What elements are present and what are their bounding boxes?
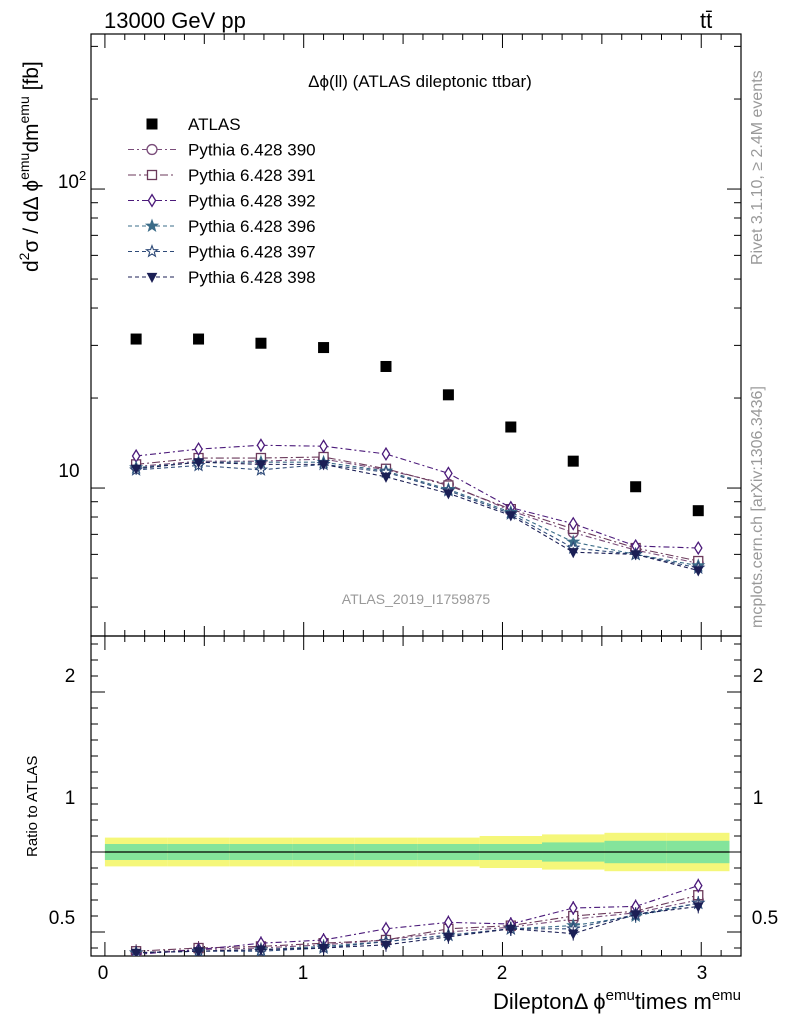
legend-marker-series-3 [147,193,157,208]
legend-marker-series-2 [146,169,158,181]
main-point-series-3 [693,540,703,556]
main-series-group [129,333,706,577]
ratio-point-series-6 [380,940,392,951]
ratio-panel-frame [90,635,742,957]
atlas-data-point [692,505,704,517]
ratio-line-series-1 [136,899,699,954]
main-line-series-2 [136,456,699,562]
ratio-line-series-2 [136,894,699,952]
main-point-series-6 [630,550,641,561]
legend-label-atlas: ATLAS [188,115,241,134]
main-point-series-6 [130,464,142,475]
main-point-series-3 [381,446,391,462]
ratio-point-series-6 [130,948,142,956]
main-line-series-5 [136,463,699,569]
main-line-series-6 [136,461,699,572]
main-y-axis-label: d2σ / dΔ ϕemudmemu [fb] [16,61,43,272]
ratio-point-series-6 [505,924,517,935]
atlas-data-point [255,337,267,349]
chart-title: Δϕ(ll) (ATLAS dileptonic ttbar) [308,72,532,91]
main-point-series-6 [692,566,704,577]
main-point-series-3 [256,438,266,453]
ratio-series-group [129,878,706,956]
mcplots-note: mcplots.cern.ch [arXiv:1306.3436] [749,386,766,628]
atlas-data-point [505,421,517,433]
main-line-series-3 [136,444,699,549]
ratio-point-series-6 [318,943,329,955]
atlas-data-point [630,481,642,493]
ratio-y-axis-label: Ratio to ATLAS [24,756,41,857]
ratio-point-series-3 [568,900,578,916]
ratio-point-series-6 [567,929,579,940]
atlas-data-point [380,360,392,372]
atlas-data-point [442,389,454,401]
atlas-data-point [193,333,205,345]
main-line-series-1 [136,458,699,564]
rivet-version-note: Rivet 3.1.10, ≥ 2.4M events [749,70,766,265]
atlas-data-point [130,333,142,345]
ratio-point-series-6 [443,932,454,943]
main-point-series-6 [255,460,267,471]
legend-marker-series-5 [144,244,160,258]
atlas-data-point [567,455,579,467]
legend-label-series-4: Pythia 6.428 396 [188,217,316,236]
main-point-series-6 [318,460,329,471]
y-tick-label-100: 102 [58,168,86,193]
legend-marker-series-6 [146,272,158,284]
ratio-point-series-6 [255,945,267,956]
ratio-line-series-3 [136,885,699,955]
main-point-series-6 [193,458,204,469]
legend-marker-atlas [146,118,158,130]
main-point-series-6 [567,548,579,559]
main-point-series-3 [444,466,453,481]
ratio-tick-label-05-right: 0.5 [752,908,778,929]
ratio-line-series-5 [136,902,699,954]
legend-label-series-3: Pythia 6.428 392 [188,192,316,211]
ratio-point-series-3 [381,921,391,936]
header-process-label: tt̄ [700,8,712,33]
x-tick-label-3: 3 [697,963,708,984]
legend-label-series-6: Pythia 6.428 398 [188,268,316,287]
ratio-tick-label-1-left: 1 [65,788,76,809]
x-tick-label-1: 1 [298,963,309,984]
legend-label-series-1: Pythia 6.428 390 [188,141,316,160]
main-point-series-6 [380,472,392,483]
ratio-tick-label-2-left: 2 [65,666,76,687]
ratio-line-series-6 [136,905,699,954]
legend-marker-series-4 [144,218,160,233]
ratio-tick-label-1-right: 1 [753,788,764,809]
x-tick-label-0: 0 [98,963,109,984]
main-point-series-3 [568,516,578,531]
legend-label-series-5: Pythia 6.428 397 [188,243,316,262]
legend-marker-series-1 [146,143,158,156]
main-line-series-4 [136,461,699,567]
legend-label-series-2: Pythia 6.428 391 [188,166,316,185]
ratio-tick-label-05-left: 0.5 [49,908,75,929]
y-tick-label-10: 10 [58,461,79,482]
main-point-series-3 [319,439,328,454]
atlas-data-point [318,342,330,354]
x-axis-label: DileptonΔ ϕemutimes memu [493,987,741,1014]
legend: ATLAS Pythia 6.428 390 Pythia 6.428 391 Pyt… [128,115,316,287]
ratio-line-series-4 [136,902,699,954]
ratio-point-series-3 [693,878,703,893]
main-point-series-6 [505,511,517,522]
main-axis-ticks [91,34,742,636]
ratio-point-series-6 [630,910,641,921]
x-tick-label-2: 2 [497,963,508,984]
main-point-series-6 [443,489,454,500]
ratio-point-series-6 [193,947,204,956]
ratio-point-series-6 [692,902,704,913]
analysis-watermark: ATLAS_2019_I1759875 [342,591,491,607]
header-energy-label: 13000 GeV pp [104,8,246,33]
ratio-tick-label-2-right: 2 [753,666,764,687]
ratio-axis-ticks [91,636,742,956]
ratio-uncertainty-band [104,832,730,872]
